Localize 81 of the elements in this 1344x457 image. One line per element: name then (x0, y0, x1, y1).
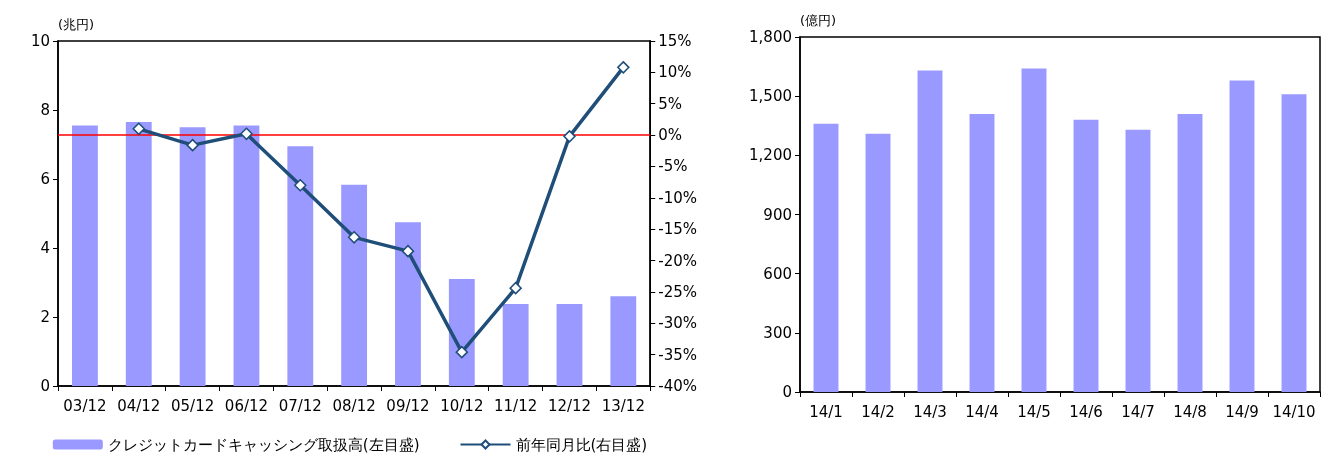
bar (179, 127, 206, 386)
bar (502, 303, 529, 386)
y-tick-label: 300 (763, 323, 792, 342)
bar (969, 113, 995, 392)
bar (1021, 68, 1047, 392)
x-tick-label: 14/3 (913, 402, 947, 421)
bar (341, 184, 368, 386)
point (294, 179, 307, 192)
y-tick-label: 6 (40, 170, 50, 188)
x-tick-label: 03/12 (63, 396, 107, 415)
x-tick-label: 14/1 (809, 402, 843, 421)
x-tick-label: 14/9 (1225, 402, 1259, 421)
x-tick-label: 10/12 (440, 396, 484, 415)
x-tick-label: 14/8 (1173, 402, 1207, 421)
x-tick-label: 04/12 (117, 396, 161, 415)
bar (1177, 113, 1203, 392)
y2-tick-label: -35% (658, 345, 698, 364)
bar (556, 303, 583, 386)
y-tick-label: 1,200 (749, 146, 792, 165)
y-tick-label: 10 (30, 32, 50, 50)
y-tick-label: 4 (40, 239, 50, 257)
x-tick-label: 06/12 (224, 396, 269, 415)
y-axis-title: (億円) (800, 13, 837, 28)
x-tick-label: 05/12 (170, 396, 215, 415)
bar (395, 222, 421, 386)
x-tick-label: 14/5 (1017, 402, 1051, 421)
y2-tick-label: -15% (658, 220, 698, 239)
x-tick-label: 14/6 (1069, 402, 1103, 421)
y-axis-title: (兆円) (58, 17, 95, 32)
point (347, 231, 361, 244)
y2-tick-label: -25% (658, 282, 698, 301)
bar (1281, 94, 1307, 392)
bar (865, 133, 891, 392)
x-tick-label: 14/10 (1272, 402, 1316, 421)
y2-tick-label: -10% (658, 188, 698, 207)
point (455, 345, 469, 359)
x-tick-label: 08/12 (332, 396, 376, 415)
x-tick-label: 14/4 (965, 402, 999, 421)
point (132, 122, 146, 136)
x-tick-label: 14/2 (861, 402, 895, 421)
y-tick-label: 1,500 (749, 87, 792, 106)
y2-tick-label: 15% (658, 32, 692, 50)
y2-tick-label: -5% (658, 157, 688, 176)
y-tick-label: 0 (782, 383, 792, 401)
bar (233, 125, 260, 386)
bar (1229, 80, 1255, 392)
bar (1125, 129, 1151, 392)
y-tick-label: 8 (40, 101, 50, 119)
bar (448, 279, 475, 386)
y-tick-label: 900 (763, 205, 792, 224)
x-tick-label: 14/7 (1121, 402, 1155, 421)
x-tick-label: 09/12 (386, 396, 430, 415)
point (509, 281, 522, 295)
bar (125, 122, 152, 386)
legend-label: クレジットカードキャッシング取扱高(左目盛) (107, 435, 420, 454)
x-tick-label: 11/12 (494, 396, 538, 415)
bar (287, 146, 314, 386)
bar (610, 296, 637, 386)
x-tick-label: 12/12 (547, 396, 592, 415)
point (617, 61, 630, 74)
y2-tick-label: 10% (658, 63, 692, 82)
y2-tick-label: -30% (658, 314, 698, 333)
y-tick-label: 2 (40, 308, 50, 326)
bar (917, 70, 943, 392)
bar (72, 125, 98, 386)
bar (813, 123, 839, 392)
point (186, 138, 199, 152)
y2-tick-label: -40% (658, 377, 698, 395)
bar (1073, 119, 1099, 392)
x-tick-label: 13/12 (601, 396, 645, 415)
y2-tick-label: 5% (658, 94, 683, 113)
y2-tick-label: -20% (658, 251, 698, 270)
legend-label: 前年同月比(右目盛) (515, 435, 648, 454)
x-tick-label: 07/12 (278, 396, 322, 415)
y-tick-label: 600 (763, 264, 792, 283)
point (401, 244, 415, 258)
point (563, 130, 576, 143)
y-tick-label: 0 (40, 377, 50, 395)
y-tick-label: 1,800 (749, 28, 792, 46)
y2-tick-label: 0% (658, 126, 683, 145)
point (240, 127, 253, 141)
